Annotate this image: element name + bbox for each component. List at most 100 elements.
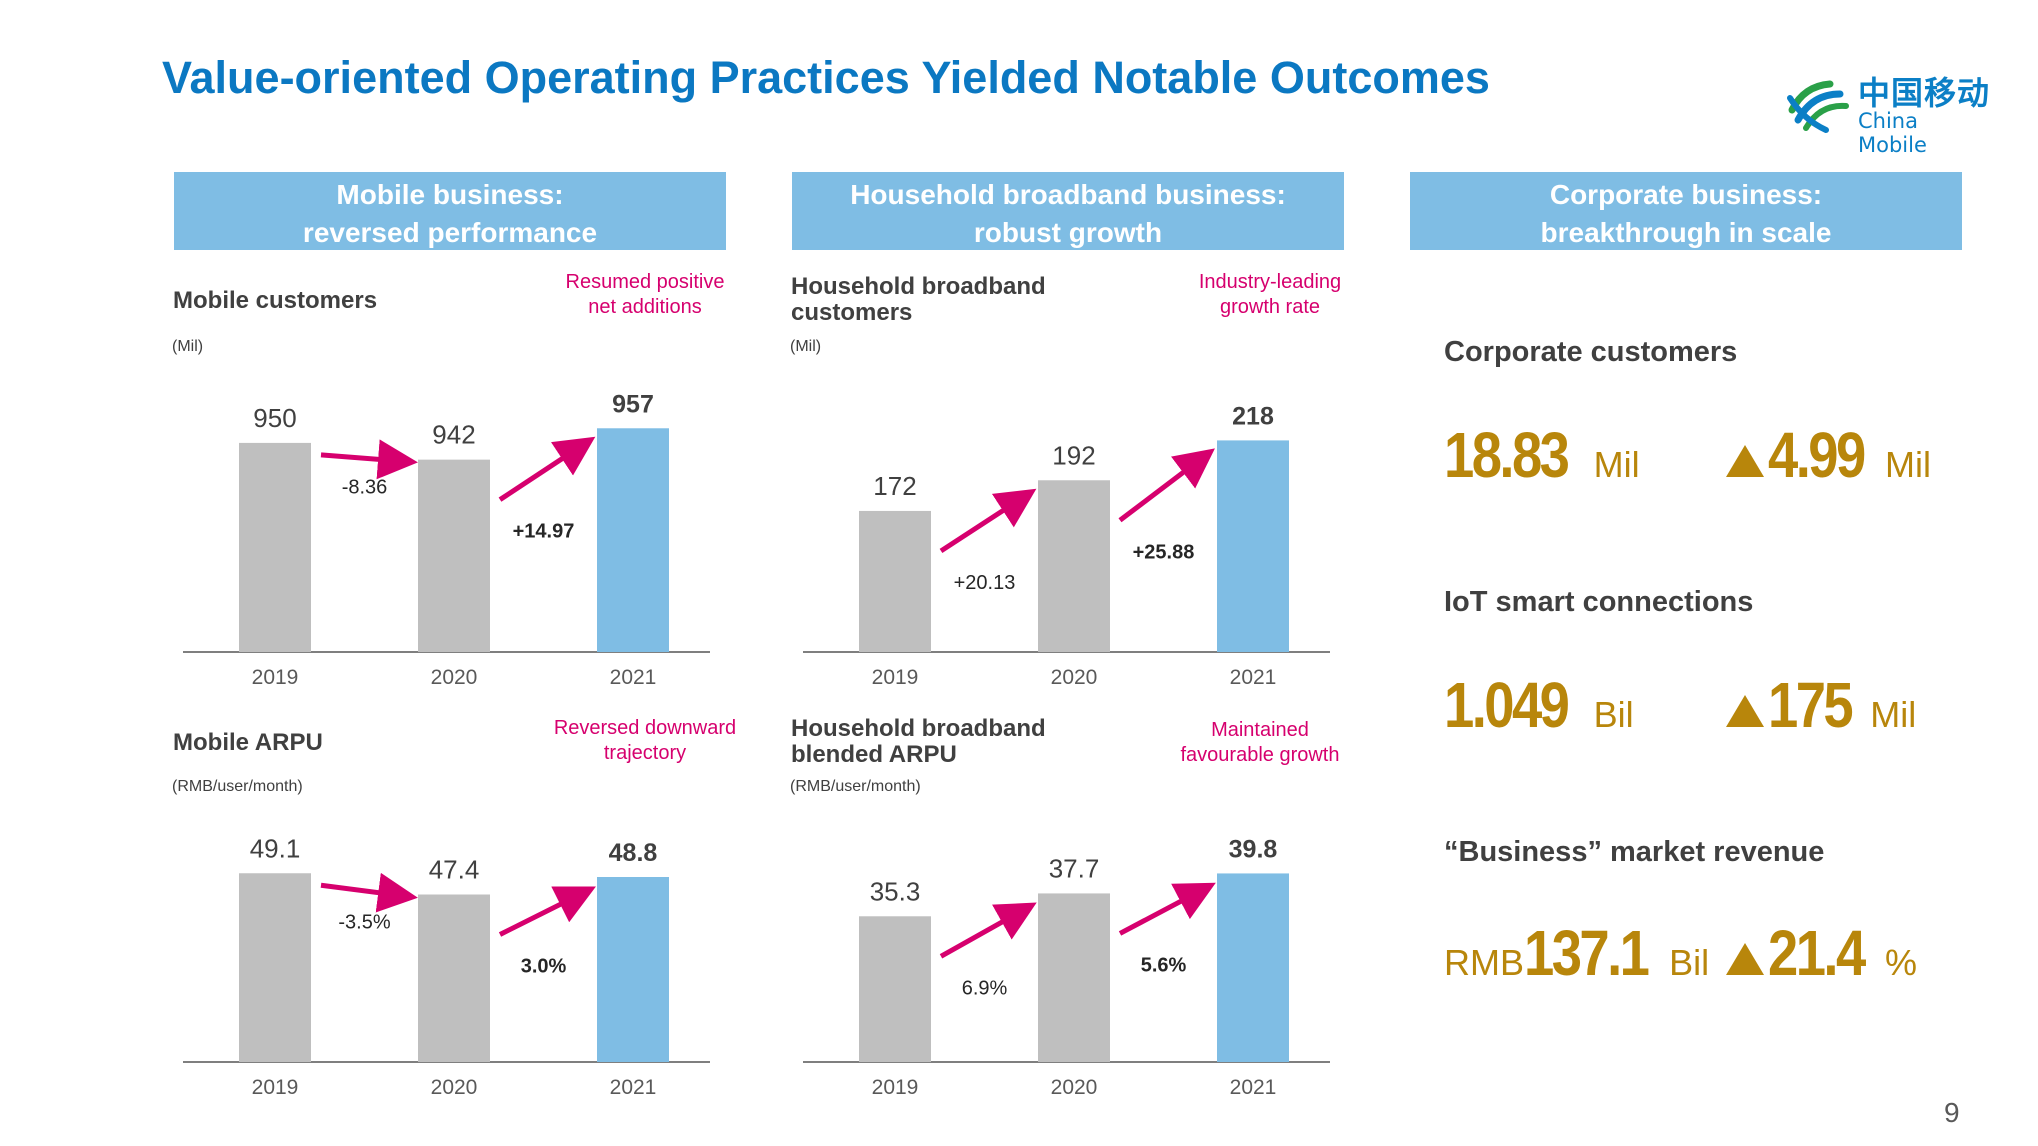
change-arrow <box>939 902 1037 959</box>
bar-2019 <box>859 916 931 1062</box>
note-line: Industry-leading <box>1198 271 1342 293</box>
header-line: robust growth <box>973 217 1163 248</box>
category-label: 2019 <box>872 666 919 689</box>
category-label: 2020 <box>1051 666 1098 689</box>
change-arrow <box>320 872 418 913</box>
up-triangle-icon <box>1726 445 1764 477</box>
logo-english-text: China Mobile <box>1858 109 1927 157</box>
broadband-customers-note: Industry-leading growth rate <box>1160 270 1380 320</box>
mobile-arpu-unit: (RMB/user/month) <box>172 778 303 795</box>
metric-unit: Bil <box>1669 942 1710 983</box>
category-label: 2020 <box>431 666 478 689</box>
note-line: trajectory <box>603 742 687 764</box>
note-line: net additions <box>588 296 702 318</box>
up-triangle-icon <box>1726 695 1764 727</box>
delta-value: 175 <box>1768 669 1854 741</box>
bar-value-label: 950 <box>253 403 296 433</box>
mobile-customers-chart: 950 2019 942 2020 957 2021 -8.36 +14.97 <box>183 390 710 689</box>
title-line: blended ARPU <box>791 741 957 768</box>
bar-value-label: 172 <box>873 471 916 501</box>
header-line: Household broadband business: <box>850 179 1286 210</box>
mobile-arpu-chart: 49.1 2019 47.4 2020 48.8 2021 -3.5% 3.0% <box>183 833 710 1099</box>
metric-value: 18.83 <box>1444 419 1570 491</box>
bar-2020 <box>418 459 490 652</box>
change-label: 3.0% <box>521 956 567 978</box>
title-line: Household broadband <box>791 715 1046 742</box>
bar-2021 <box>597 877 669 1062</box>
category-label: 2020 <box>431 1076 478 1099</box>
change-label: 5.6% <box>1141 954 1187 976</box>
header-line: Mobile business: <box>336 179 564 210</box>
bar-value-label: 957 <box>612 390 654 418</box>
bar-value-label: 35.3 <box>870 876 921 906</box>
iot-connections-delta: 175 Mil <box>1726 668 1916 742</box>
bar-2019 <box>239 873 311 1062</box>
bar-2020 <box>1038 893 1110 1062</box>
change-label: +14.97 <box>513 521 575 543</box>
category-label: 2021 <box>610 666 657 689</box>
title-line: customers <box>791 299 913 326</box>
page-title: Value-oriented Operating Practices Yield… <box>162 52 1490 103</box>
bar-value-label: 942 <box>432 420 475 450</box>
logo-chinese-text: 中国移动 <box>1858 74 1991 112</box>
broadband-business-header: Household broadband business: robust gro… <box>792 172 1344 250</box>
bar-value-label: 192 <box>1052 440 1095 470</box>
corporate-customers-delta: 4.99 Mil <box>1726 418 1931 492</box>
bar-2019 <box>239 442 311 652</box>
title-line: Household broadband <box>791 273 1046 300</box>
category-label: 2021 <box>1230 1076 1277 1099</box>
corporate-customers-label: Corporate customers <box>1444 336 1738 368</box>
broadband-arpu-note: Maintained favourable growth <box>1150 718 1370 768</box>
bar-2021 <box>597 428 669 652</box>
iot-connections-value: 1.049 Bil <box>1444 668 1634 742</box>
broadband-arpu-title: Household broadband blended ARPU <box>791 716 1046 768</box>
change-arrow <box>1118 882 1216 936</box>
bar-2020 <box>1038 480 1110 652</box>
iot-connections-label: IoT smart connections <box>1444 586 1754 618</box>
change-arrow <box>498 436 596 502</box>
business-revenue-delta: 21.4 % <box>1726 916 1917 990</box>
change-arrow <box>939 488 1037 554</box>
change-arrow <box>1118 448 1215 523</box>
category-label: 2021 <box>1230 666 1277 689</box>
bar-value-label: 37.7 <box>1049 853 1100 883</box>
change-label: +25.88 <box>1133 541 1195 563</box>
page-number: 9 <box>1944 1097 1960 1128</box>
change-label: 6.9% <box>962 977 1008 999</box>
change-arrow <box>320 439 418 480</box>
change-label: -3.5% <box>338 912 390 934</box>
bar-value-label: 218 <box>1232 402 1274 430</box>
bar-value-label: 49.1 <box>250 833 301 863</box>
change-label: -8.36 <box>342 477 388 499</box>
metric-unit: Mil <box>1593 444 1640 485</box>
up-triangle-icon <box>1726 943 1764 975</box>
logo-mark-icon <box>1787 80 1849 133</box>
broadband-customers-unit: (Mil) <box>790 338 822 355</box>
corporate-business-header: Corporate business: breakthrough in scal… <box>1410 172 1962 250</box>
note-line: Reversed downward <box>553 717 737 739</box>
mobile-arpu-note: Reversed downward trajectory <box>535 716 755 766</box>
broadband-customers-title: Household broadband customers <box>791 274 1046 326</box>
category-label: 2019 <box>252 1076 299 1099</box>
note-line: growth rate <box>1219 296 1321 318</box>
broadband-arpu-unit: (RMB/user/month) <box>790 778 921 795</box>
china-mobile-logo: 中国移动 China Mobile <box>1782 64 1992 157</box>
currency-prefix: RMB <box>1444 942 1524 983</box>
metric-value: 1.049 <box>1444 669 1570 741</box>
header-line: reversed performance <box>302 217 598 248</box>
mobile-business-header: Mobile business: reversed performance <box>174 172 726 250</box>
note-line: Maintained <box>1211 719 1309 741</box>
header-line: Corporate business: <box>1549 179 1823 210</box>
header-line: breakthrough in scale <box>1540 217 1832 248</box>
bar-2021 <box>1217 873 1289 1062</box>
bar-2020 <box>418 894 490 1062</box>
note-line: favourable growth <box>1180 744 1340 766</box>
broadband-customers-chart: 172 2019 192 2020 218 2021 +20.13 +25.88 <box>803 402 1330 689</box>
bar-2019 <box>859 510 931 652</box>
delta-value: 21.4 <box>1768 917 1866 989</box>
category-label: 2021 <box>610 1076 657 1099</box>
change-label: +20.13 <box>954 572 1016 594</box>
delta-unit: % <box>1885 942 1918 983</box>
metric-unit: Bil <box>1593 694 1634 735</box>
category-label: 2019 <box>872 1076 919 1099</box>
